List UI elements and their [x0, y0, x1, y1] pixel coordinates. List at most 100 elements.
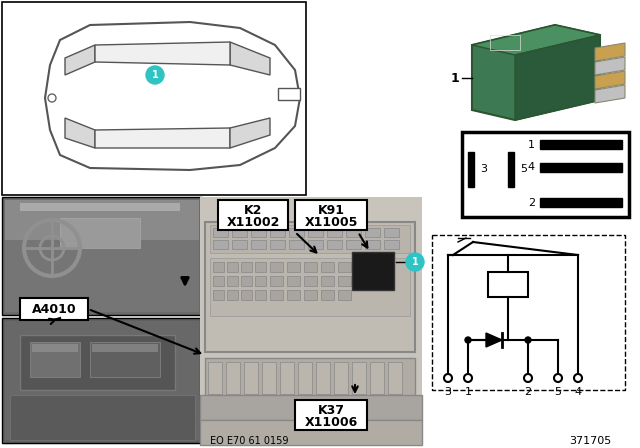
Bar — [213, 240, 228, 249]
Bar — [232, 240, 247, 249]
Bar — [540, 198, 622, 207]
Bar — [338, 262, 351, 272]
Bar — [244, 362, 258, 394]
Bar — [232, 228, 247, 237]
Bar — [287, 290, 300, 300]
Bar — [289, 228, 304, 237]
Bar — [200, 420, 422, 445]
Text: X11005: X11005 — [304, 215, 358, 228]
Text: X11006: X11006 — [305, 415, 358, 428]
Bar — [287, 276, 300, 286]
Bar — [241, 290, 252, 300]
Polygon shape — [515, 35, 600, 120]
Bar — [304, 276, 317, 286]
Bar — [370, 362, 384, 394]
Polygon shape — [595, 71, 625, 89]
Bar — [540, 163, 622, 172]
Bar — [432, 235, 625, 390]
Text: 3: 3 — [480, 164, 487, 174]
Bar — [430, 228, 630, 403]
Bar — [334, 362, 348, 394]
Text: 1: 1 — [451, 72, 460, 85]
Bar — [346, 228, 361, 237]
Bar — [308, 228, 323, 237]
Text: 5: 5 — [554, 387, 561, 397]
Bar — [218, 200, 288, 230]
Bar — [278, 88, 300, 100]
Text: 1: 1 — [152, 70, 158, 80]
Bar — [468, 152, 474, 187]
Bar — [388, 362, 402, 394]
Bar — [308, 240, 323, 249]
Polygon shape — [65, 118, 95, 148]
Circle shape — [525, 337, 531, 343]
Bar — [490, 35, 520, 50]
Bar — [241, 276, 252, 286]
Bar — [20, 335, 175, 390]
Circle shape — [146, 66, 164, 84]
Bar — [2, 318, 202, 443]
Bar — [205, 222, 415, 352]
Polygon shape — [45, 22, 300, 170]
Bar — [262, 362, 276, 394]
Bar — [226, 362, 240, 394]
Bar — [213, 276, 224, 286]
Bar — [208, 362, 222, 394]
Text: 1: 1 — [528, 140, 535, 150]
Bar — [60, 218, 140, 248]
Text: 1: 1 — [465, 387, 472, 397]
Bar — [346, 240, 361, 249]
Bar — [200, 197, 422, 445]
Bar — [270, 290, 283, 300]
Bar — [338, 290, 351, 300]
Bar — [213, 228, 228, 237]
Bar — [213, 262, 224, 272]
Text: 1: 1 — [412, 257, 419, 267]
Bar — [30, 342, 80, 377]
Bar — [210, 225, 410, 253]
Polygon shape — [595, 57, 625, 75]
Text: A4010: A4010 — [32, 302, 76, 315]
Bar — [321, 262, 334, 272]
Text: K91: K91 — [317, 203, 344, 216]
Circle shape — [465, 337, 471, 343]
Text: X11002: X11002 — [227, 215, 280, 228]
Bar — [488, 272, 528, 297]
Bar — [540, 140, 622, 149]
Bar — [5, 200, 199, 312]
Bar — [251, 228, 266, 237]
Bar — [5, 200, 199, 240]
Bar — [2, 197, 420, 445]
Polygon shape — [230, 118, 270, 148]
Bar — [270, 240, 285, 249]
Circle shape — [406, 253, 424, 271]
Bar — [352, 362, 366, 394]
Bar — [255, 290, 266, 300]
Bar — [205, 358, 415, 400]
Bar — [210, 258, 410, 316]
Bar — [200, 395, 422, 420]
Bar — [352, 252, 394, 290]
Bar — [213, 290, 224, 300]
Bar — [508, 152, 514, 187]
Text: 3: 3 — [445, 387, 451, 397]
Bar — [20, 298, 88, 320]
Polygon shape — [230, 42, 270, 75]
Bar — [5, 321, 199, 440]
Bar — [255, 276, 266, 286]
Text: 371705: 371705 — [569, 436, 611, 446]
Bar — [20, 203, 180, 211]
Bar — [270, 276, 283, 286]
Polygon shape — [95, 128, 230, 148]
Bar — [316, 362, 330, 394]
Bar — [304, 262, 317, 272]
Text: 2: 2 — [524, 387, 532, 397]
Polygon shape — [472, 25, 600, 120]
Bar — [251, 240, 266, 249]
Polygon shape — [472, 25, 600, 55]
Bar — [2, 2, 306, 195]
Bar — [270, 262, 283, 272]
Bar — [327, 240, 342, 249]
Bar — [255, 262, 266, 272]
Polygon shape — [595, 85, 625, 103]
